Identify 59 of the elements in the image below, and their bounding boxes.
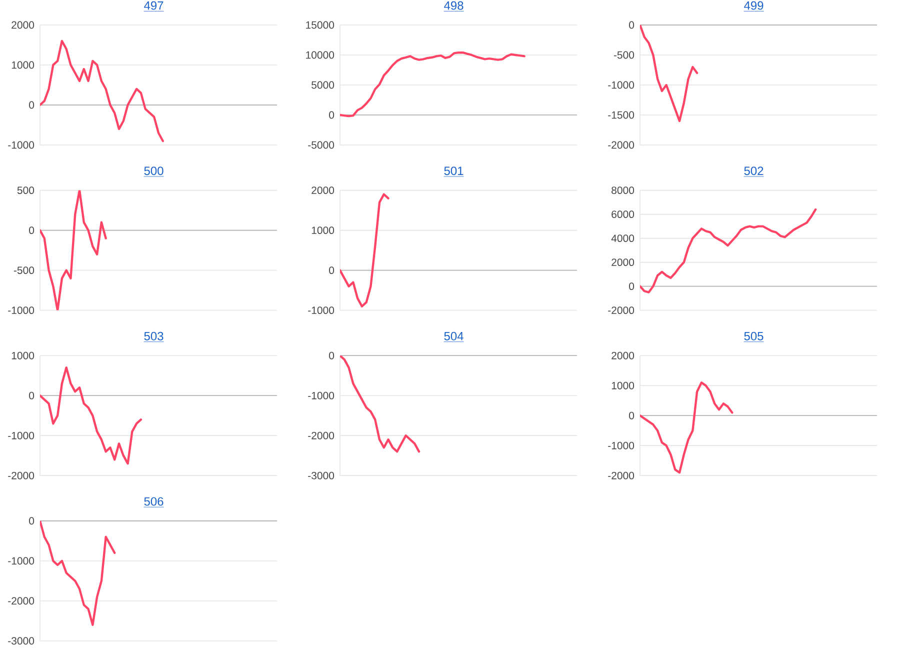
y-tick-label: 0 [329,111,334,119]
y-tick-label: -2000 [608,472,634,480]
line-series [640,24,698,122]
y-tick-label: -2000 [308,432,334,440]
y-tick-label: -2000 [8,597,34,605]
y-tick-label: 0 [329,266,334,274]
y-tick-label: 0 [329,352,334,360]
y-tick-label: 0 [629,282,634,290]
y-tick-label: 500 [17,186,34,194]
y-tick-label: -1000 [8,557,34,565]
chart-title: 497 [144,1,164,10]
y-tick-label: -2000 [8,472,34,480]
y-tick-label: -500 [14,266,34,274]
y-tick-label: -1000 [608,81,634,89]
y-tick-label: 5000 [312,81,334,89]
chart-title: 503 [144,332,164,340]
line-series [40,520,116,626]
y-tick-label: -1000 [8,306,34,314]
y-tick-label: 1000 [612,382,634,390]
y-tick-label: -3000 [8,637,34,645]
chart-title: 504 [444,332,464,340]
line-series [340,356,420,453]
y-tick-label: 1000 [12,61,34,69]
y-tick-label: -1000 [8,141,34,149]
y-tick-label: -1000 [608,442,634,450]
y-tick-label: 2000 [12,21,34,29]
y-tick-label: -2000 [608,306,634,314]
y-tick-label: 2000 [312,186,334,194]
y-tick-label: 0 [629,412,634,420]
chart-title: 502 [744,166,764,176]
y-tick-label: 8000 [612,186,634,194]
chart-title: 498 [444,1,464,10]
y-tick-label: -3000 [308,472,334,480]
line-series [340,193,390,308]
y-tick-label: -1000 [308,306,334,314]
chart-title: 505 [744,332,764,340]
y-tick-label: -2000 [608,141,634,149]
y-tick-label: -1500 [608,111,634,119]
y-tick-label: 1000 [312,226,334,234]
y-tick-label: -500 [614,51,634,59]
y-tick-label: 2000 [612,258,634,266]
y-tick-label: -1000 [8,432,34,440]
y-tick-label: 0 [29,392,34,400]
chart-title: 506 [144,497,164,506]
chart-title: 500 [144,166,164,176]
chart-title: 499 [744,1,764,10]
y-tick-label: 2000 [612,352,634,360]
y-tick-label: -5000 [308,141,334,149]
y-tick-label: 4000 [611,234,634,242]
y-tick-label: -1000 [308,392,334,400]
y-tick-label: 0 [29,101,34,109]
y-tick-label: 15000 [306,21,334,29]
y-tick-label: 10000 [306,51,334,59]
y-tick-label: 6000 [612,210,634,218]
y-tick-label: 1000 [12,352,34,360]
y-tick-label: 0 [29,517,34,525]
y-tick-label: 0 [629,21,634,29]
chart-title: 501 [444,166,464,176]
y-tick-label: 0 [29,226,34,234]
